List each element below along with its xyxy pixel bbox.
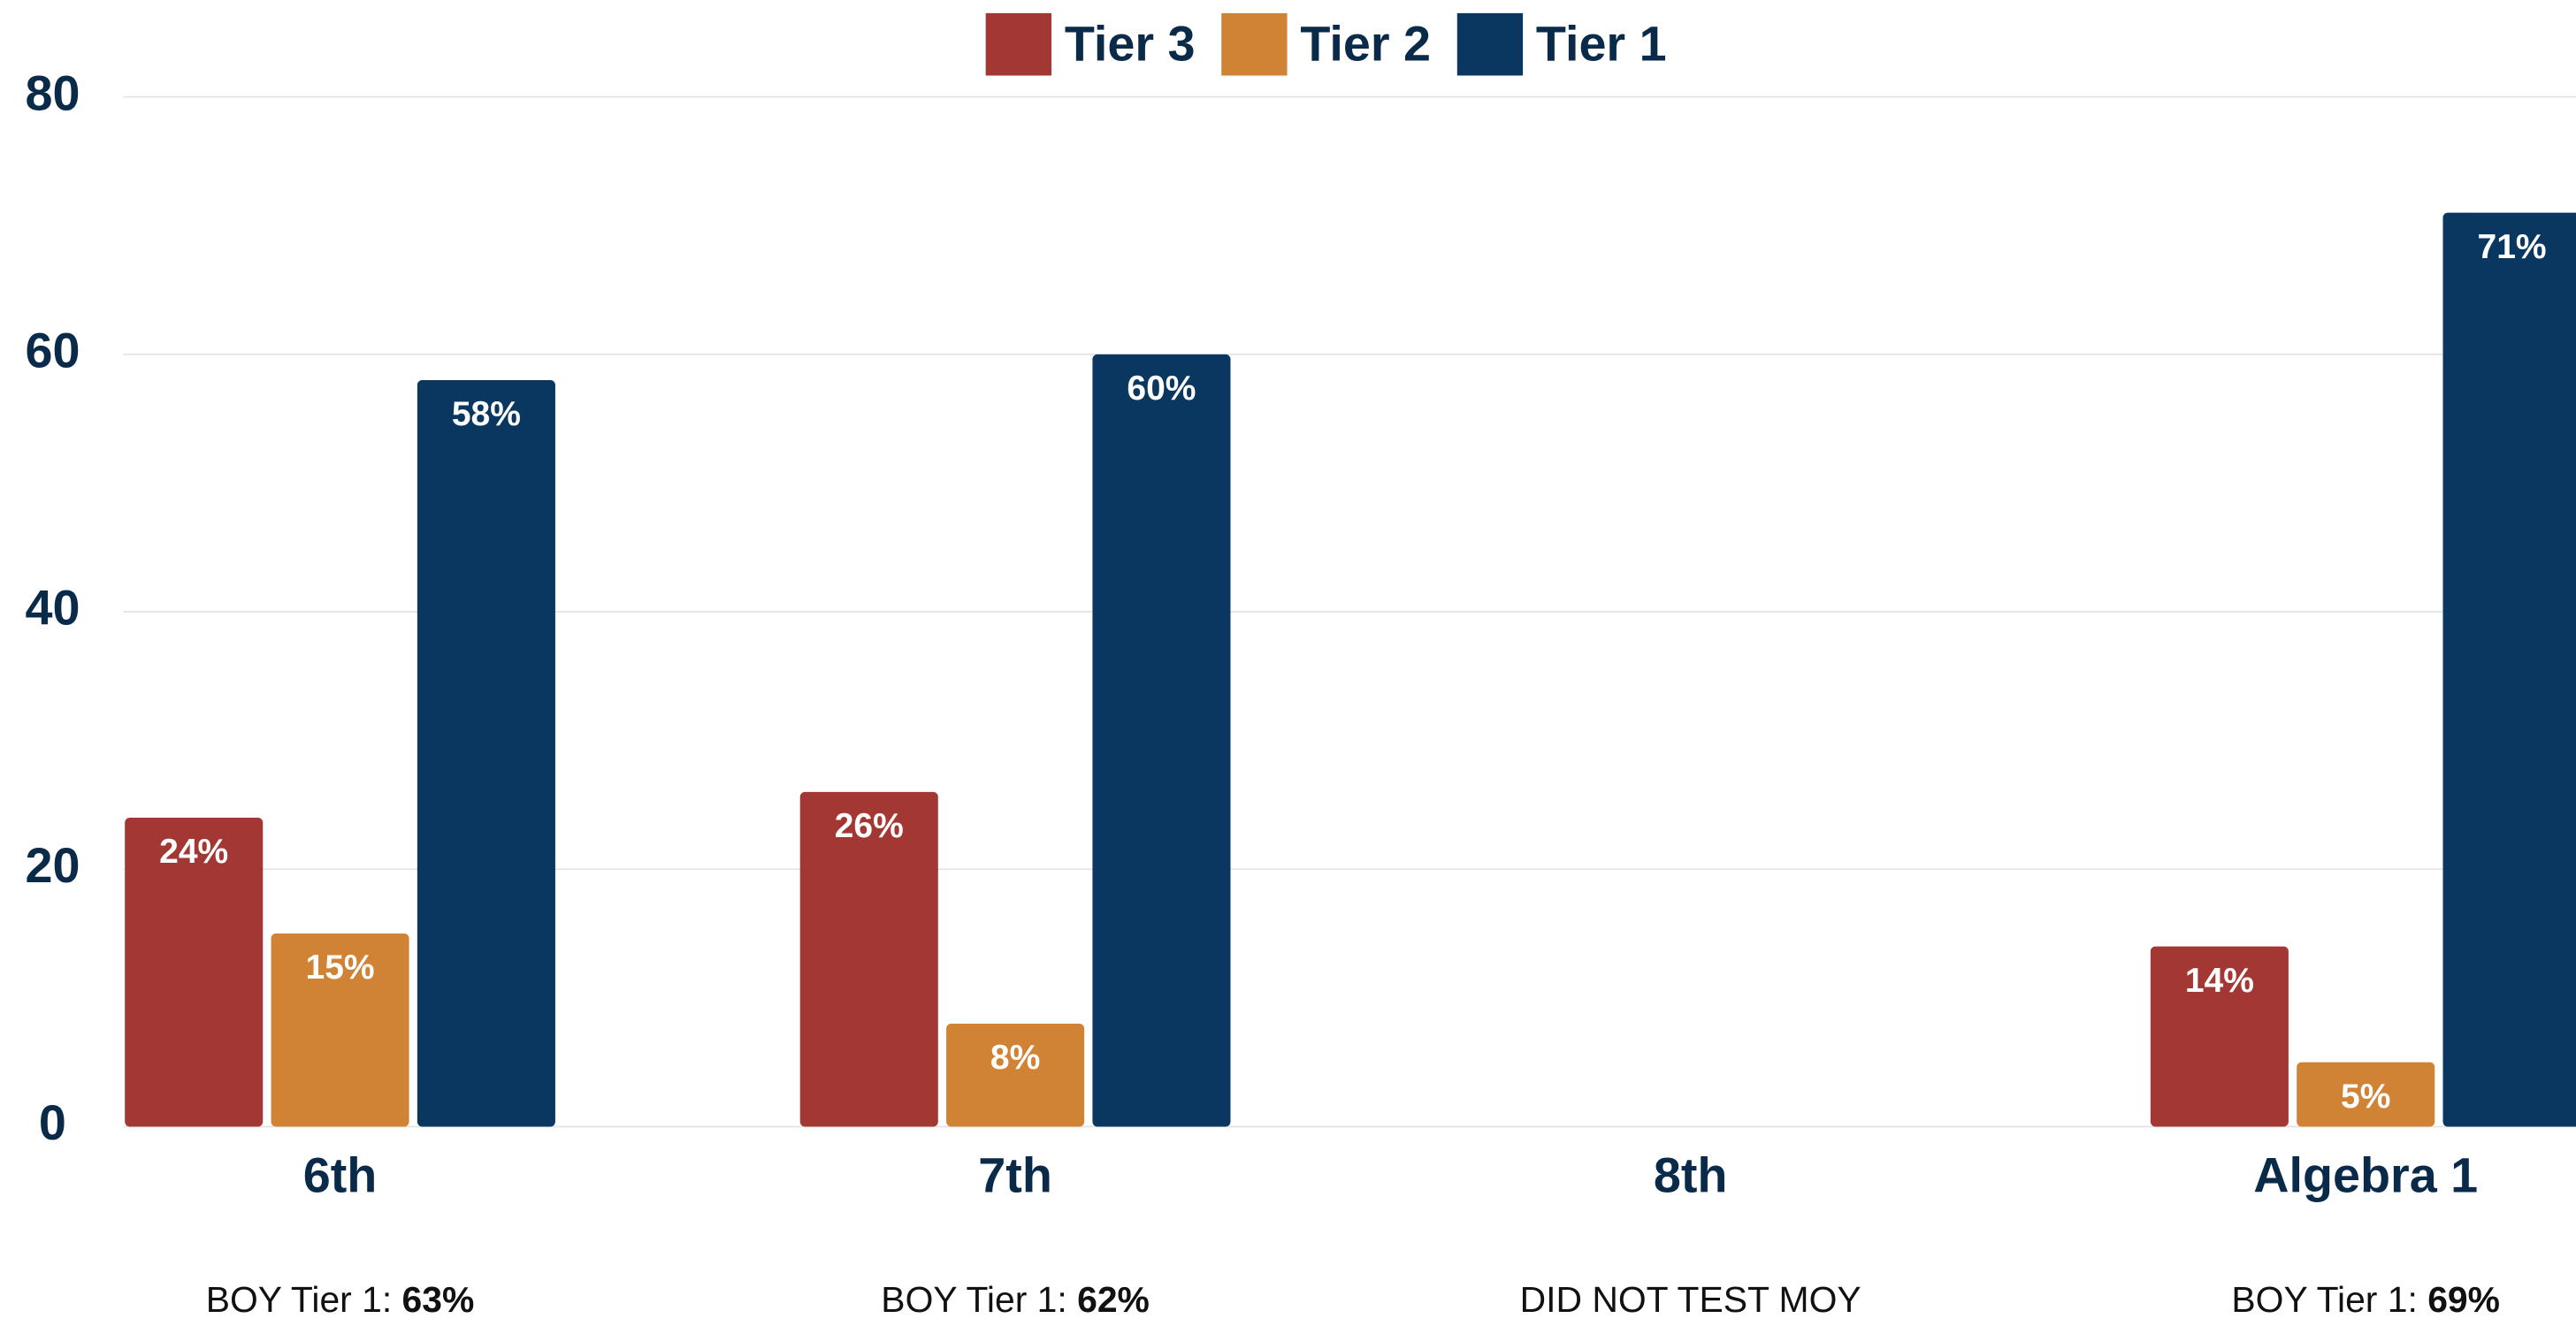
x-tick-label: 6th — [303, 1148, 378, 1203]
value-label: 14% — [2185, 962, 2254, 1000]
bar — [417, 379, 555, 1127]
legend-item: Tier 3 — [985, 12, 1196, 76]
y-tick-label: 0 — [39, 1095, 66, 1150]
bar — [946, 1023, 1085, 1127]
annotation-value: 62% — [1077, 1279, 1150, 1320]
legend-item: Tier 1 — [1456, 12, 1667, 76]
bar — [799, 791, 938, 1127]
annotation-text: BOY Tier 1: — [2231, 1279, 2427, 1320]
annotation: BOY Tier 1: 62% — [881, 1279, 1150, 1320]
y-tick-label: 40 — [25, 581, 80, 636]
legend-label: Tier 1 — [1536, 17, 1667, 72]
bar — [2150, 946, 2289, 1127]
legend-swatch — [1456, 12, 1524, 76]
annotation: BOY Tier 1: 69% — [2231, 1279, 2500, 1320]
legend-swatch — [1221, 12, 1288, 76]
bar — [2442, 212, 2576, 1127]
value-label: 5% — [2341, 1078, 2390, 1116]
annotation-value: 63% — [402, 1279, 475, 1320]
annotation-text: BOY Tier 1: — [206, 1279, 402, 1320]
y-tick-label: 60 — [25, 324, 80, 378]
bar — [271, 934, 409, 1127]
annotation: BOY Tier 1: 63% — [206, 1279, 475, 1320]
value-label: 24% — [159, 833, 228, 871]
value-label: 58% — [452, 395, 521, 433]
annotation-text: DID NOT TEST MOY — [1520, 1279, 1861, 1320]
legend-item: Tier 2 — [1221, 12, 1431, 76]
legend-swatch — [985, 12, 1051, 76]
bar — [2297, 1062, 2435, 1127]
y-tick-label: 20 — [25, 838, 80, 893]
annotation: DID NOT TEST MOY — [1520, 1279, 1861, 1320]
annotation-text: BOY Tier 1: — [881, 1279, 1077, 1320]
legend-label: Tier 2 — [1300, 17, 1431, 72]
x-tick-label: Algebra 1 — [2253, 1148, 2478, 1203]
bar — [125, 818, 264, 1127]
value-label: 71% — [2478, 228, 2547, 266]
x-tick-label: 8th — [1654, 1148, 1728, 1203]
y-tick-label: 80 — [25, 65, 80, 120]
legend-label: Tier 3 — [1065, 17, 1196, 72]
value-label: 60% — [1127, 370, 1196, 408]
value-label: 26% — [835, 807, 904, 845]
bar — [1092, 354, 1231, 1127]
value-label: 15% — [306, 949, 375, 987]
value-label: 8% — [990, 1039, 1040, 1077]
annotation-value: 69% — [2427, 1279, 2500, 1320]
x-tick-label: 7th — [978, 1148, 1052, 1203]
